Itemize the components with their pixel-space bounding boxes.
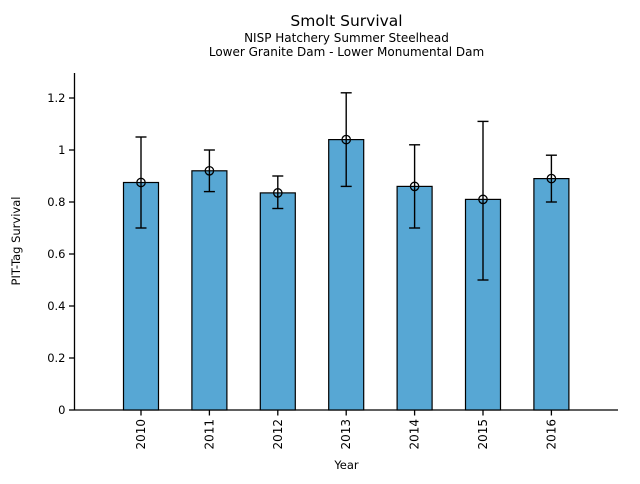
x-tick-label-2016: 2016	[544, 419, 558, 450]
x-tick-label-2013: 2013	[339, 419, 353, 450]
point-marker-2011	[204, 165, 215, 176]
y-tick-label: 1	[58, 143, 65, 157]
x-tick-label-2012: 2012	[271, 419, 285, 450]
chart-title: Smolt Survival	[290, 12, 403, 30]
point-marker-2015	[478, 194, 488, 205]
y-axis-label: PIT-Tag Survival	[9, 196, 23, 286]
x-tick-label-2014: 2014	[408, 419, 422, 450]
y-tick-label: 0	[58, 403, 65, 417]
y-tick-label: 0.4	[47, 299, 65, 313]
y-tick-label: 1.2	[47, 91, 65, 105]
point-marker-2016	[546, 173, 557, 184]
chart-subtitle-line1: NISP Hatchery Summer Steelhead	[244, 31, 449, 45]
chart-subtitle-line2: Lower Granite Dam - Lower Monumental Dam	[208, 45, 485, 59]
bar-2011	[191, 170, 228, 411]
bar-2012	[259, 192, 296, 411]
bar-2016	[533, 178, 570, 411]
x-axis-label: Year	[334, 458, 359, 472]
point-marker-2012	[272, 188, 283, 198]
y-tick-label: 0.6	[47, 247, 65, 261]
point-marker-2014	[409, 181, 420, 192]
point-marker-2010	[136, 177, 146, 188]
point-marker-2013	[341, 134, 352, 145]
x-tick-label-2010: 2010	[134, 419, 148, 450]
y-tick-label: 0.8	[47, 195, 65, 209]
y-tick-label: 0.2	[47, 351, 65, 365]
x-tick-label-2011: 2011	[202, 419, 216, 450]
x-tick-label-2015: 2015	[476, 419, 490, 450]
